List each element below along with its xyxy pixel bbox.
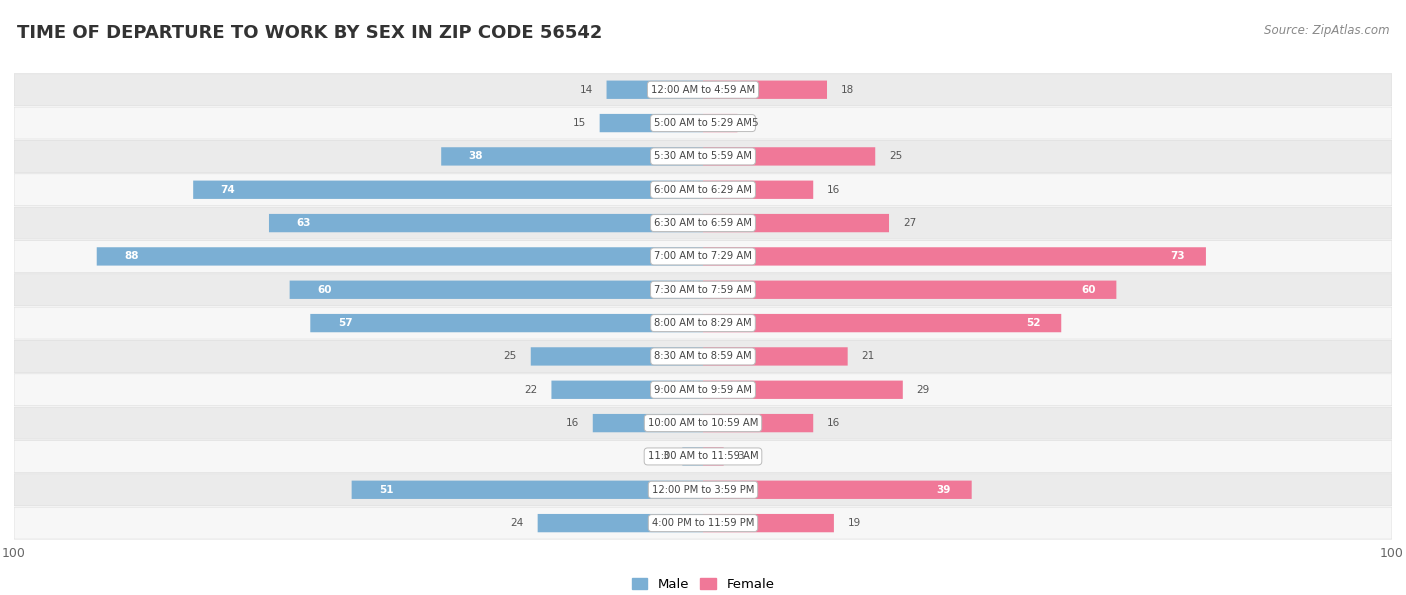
FancyBboxPatch shape bbox=[97, 248, 703, 265]
Text: 38: 38 bbox=[468, 151, 484, 161]
FancyBboxPatch shape bbox=[703, 281, 1116, 299]
Text: 5:00 AM to 5:29 AM: 5:00 AM to 5:29 AM bbox=[654, 118, 752, 128]
FancyBboxPatch shape bbox=[352, 481, 703, 499]
Text: 39: 39 bbox=[936, 485, 950, 495]
Text: 10:00 AM to 10:59 AM: 10:00 AM to 10:59 AM bbox=[648, 418, 758, 428]
Text: 9:00 AM to 9:59 AM: 9:00 AM to 9:59 AM bbox=[654, 385, 752, 394]
FancyBboxPatch shape bbox=[703, 514, 834, 533]
Text: 25: 25 bbox=[889, 151, 903, 161]
Text: 15: 15 bbox=[572, 118, 586, 128]
Text: 7:00 AM to 7:29 AM: 7:00 AM to 7:29 AM bbox=[654, 252, 752, 261]
FancyBboxPatch shape bbox=[537, 514, 703, 533]
FancyBboxPatch shape bbox=[14, 507, 1392, 539]
Text: 8:30 AM to 8:59 AM: 8:30 AM to 8:59 AM bbox=[654, 352, 752, 361]
Text: 57: 57 bbox=[337, 318, 353, 328]
Text: 16: 16 bbox=[827, 418, 841, 428]
FancyBboxPatch shape bbox=[703, 414, 813, 433]
Text: 5: 5 bbox=[751, 118, 758, 128]
Text: 21: 21 bbox=[862, 352, 875, 361]
Text: 16: 16 bbox=[827, 184, 841, 195]
FancyBboxPatch shape bbox=[599, 114, 703, 132]
Text: 16: 16 bbox=[565, 418, 579, 428]
FancyBboxPatch shape bbox=[14, 307, 1392, 339]
Text: 29: 29 bbox=[917, 385, 929, 394]
Text: 18: 18 bbox=[841, 84, 853, 95]
FancyBboxPatch shape bbox=[14, 74, 1392, 106]
Text: 7:30 AM to 7:59 AM: 7:30 AM to 7:59 AM bbox=[654, 285, 752, 295]
FancyBboxPatch shape bbox=[14, 107, 1392, 139]
FancyBboxPatch shape bbox=[703, 447, 724, 466]
FancyBboxPatch shape bbox=[269, 214, 703, 232]
FancyBboxPatch shape bbox=[14, 174, 1392, 206]
FancyBboxPatch shape bbox=[14, 374, 1392, 406]
Text: 24: 24 bbox=[510, 518, 524, 528]
FancyBboxPatch shape bbox=[551, 381, 703, 399]
FancyBboxPatch shape bbox=[703, 180, 813, 199]
FancyBboxPatch shape bbox=[703, 80, 827, 99]
Text: 3: 3 bbox=[738, 452, 744, 462]
FancyBboxPatch shape bbox=[682, 447, 703, 466]
Text: 51: 51 bbox=[380, 485, 394, 495]
Text: 73: 73 bbox=[1171, 252, 1185, 261]
FancyBboxPatch shape bbox=[14, 274, 1392, 306]
Text: 5:30 AM to 5:59 AM: 5:30 AM to 5:59 AM bbox=[654, 151, 752, 161]
Text: 6:00 AM to 6:29 AM: 6:00 AM to 6:29 AM bbox=[654, 184, 752, 195]
Text: 3: 3 bbox=[662, 452, 669, 462]
Text: 88: 88 bbox=[124, 252, 139, 261]
FancyBboxPatch shape bbox=[311, 314, 703, 332]
FancyBboxPatch shape bbox=[593, 414, 703, 433]
FancyBboxPatch shape bbox=[703, 114, 738, 132]
FancyBboxPatch shape bbox=[14, 407, 1392, 439]
Text: 6:30 AM to 6:59 AM: 6:30 AM to 6:59 AM bbox=[654, 218, 752, 228]
FancyBboxPatch shape bbox=[703, 347, 848, 365]
Text: 52: 52 bbox=[1026, 318, 1040, 328]
FancyBboxPatch shape bbox=[531, 347, 703, 365]
Text: 12:00 AM to 4:59 AM: 12:00 AM to 4:59 AM bbox=[651, 84, 755, 95]
Text: 74: 74 bbox=[221, 184, 235, 195]
Text: 4:00 PM to 11:59 PM: 4:00 PM to 11:59 PM bbox=[652, 518, 754, 528]
Text: 11:00 AM to 11:59 AM: 11:00 AM to 11:59 AM bbox=[648, 452, 758, 462]
FancyBboxPatch shape bbox=[703, 248, 1206, 265]
FancyBboxPatch shape bbox=[193, 180, 703, 199]
FancyBboxPatch shape bbox=[703, 147, 875, 165]
Text: 25: 25 bbox=[503, 352, 517, 361]
Text: 14: 14 bbox=[579, 84, 593, 95]
FancyBboxPatch shape bbox=[703, 214, 889, 232]
Text: 22: 22 bbox=[524, 385, 537, 394]
Text: 27: 27 bbox=[903, 218, 917, 228]
Text: Source: ZipAtlas.com: Source: ZipAtlas.com bbox=[1264, 24, 1389, 37]
FancyBboxPatch shape bbox=[14, 440, 1392, 472]
FancyBboxPatch shape bbox=[14, 240, 1392, 273]
Text: 60: 60 bbox=[1081, 285, 1095, 295]
Text: 60: 60 bbox=[318, 285, 332, 295]
Text: 12:00 PM to 3:59 PM: 12:00 PM to 3:59 PM bbox=[652, 485, 754, 495]
FancyBboxPatch shape bbox=[290, 281, 703, 299]
FancyBboxPatch shape bbox=[703, 314, 1062, 332]
Legend: Male, Female: Male, Female bbox=[626, 572, 780, 595]
FancyBboxPatch shape bbox=[703, 381, 903, 399]
Text: 19: 19 bbox=[848, 518, 860, 528]
Text: TIME OF DEPARTURE TO WORK BY SEX IN ZIP CODE 56542: TIME OF DEPARTURE TO WORK BY SEX IN ZIP … bbox=[17, 24, 602, 42]
FancyBboxPatch shape bbox=[441, 147, 703, 165]
FancyBboxPatch shape bbox=[14, 140, 1392, 173]
FancyBboxPatch shape bbox=[606, 80, 703, 99]
FancyBboxPatch shape bbox=[14, 340, 1392, 372]
Text: 8:00 AM to 8:29 AM: 8:00 AM to 8:29 AM bbox=[654, 318, 752, 328]
FancyBboxPatch shape bbox=[14, 474, 1392, 506]
FancyBboxPatch shape bbox=[14, 207, 1392, 239]
Text: 63: 63 bbox=[297, 218, 311, 228]
FancyBboxPatch shape bbox=[703, 481, 972, 499]
